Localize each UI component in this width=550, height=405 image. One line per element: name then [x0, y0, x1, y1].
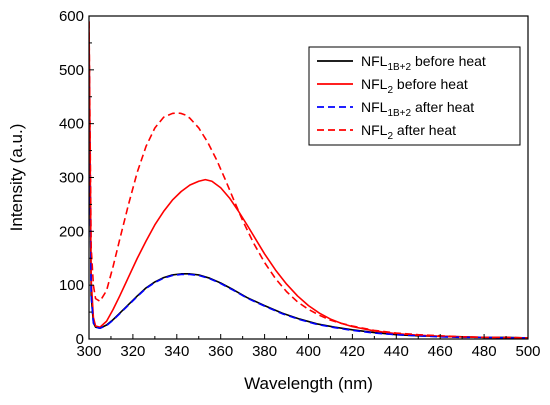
x-tick-label: 440: [384, 343, 409, 360]
y-axis-title: Intensity (a.u.): [7, 124, 26, 232]
y-tick-label: 200: [59, 223, 84, 240]
x-tick-label: 320: [120, 343, 145, 360]
x-tick-label: 300: [76, 343, 101, 360]
series-line-2: [89, 21, 528, 339]
legend: NFL1B+2 before heat NFL2 before heat NFL1B…: [308, 46, 521, 146]
y-tick-label: 500: [59, 62, 84, 79]
series-layer: [89, 21, 528, 339]
legend-label-1: NFL1B+2 before heat: [361, 53, 486, 73]
y-tick-label: 600: [59, 8, 84, 25]
legend-label-3: NFL1B+2 after heat: [361, 99, 474, 119]
legend-label-2: NFL2 before heat: [361, 76, 468, 96]
x-tick-label: 360: [208, 343, 233, 360]
x-tick-label: 400: [296, 343, 321, 360]
x-tick-label: 340: [164, 343, 189, 360]
series-line-4: [89, 21, 528, 339]
y-axis: 0 100 200 300 400 500 600: [59, 8, 94, 348]
y-tick-label: 0: [76, 331, 84, 348]
x-tick-label: 460: [428, 343, 453, 360]
x-tick-label: 380: [252, 343, 277, 360]
legend-box: [308, 46, 521, 146]
y-tick-label: 400: [59, 116, 84, 133]
series-line-3: [89, 42, 528, 339]
x-tick-label: 480: [472, 343, 497, 360]
y-tick-label: 100: [59, 277, 84, 294]
x-axis-title: Wavelength (nm): [244, 374, 373, 393]
y-tick-label: 300: [59, 170, 84, 187]
x-tick-label: 420: [340, 343, 365, 360]
x-axis: 300 320 340 360 380 400 420 440 460 480 500: [76, 334, 541, 360]
x-tick-label: 500: [515, 343, 540, 360]
legend-label-4: NFL2 after heat: [361, 122, 456, 142]
